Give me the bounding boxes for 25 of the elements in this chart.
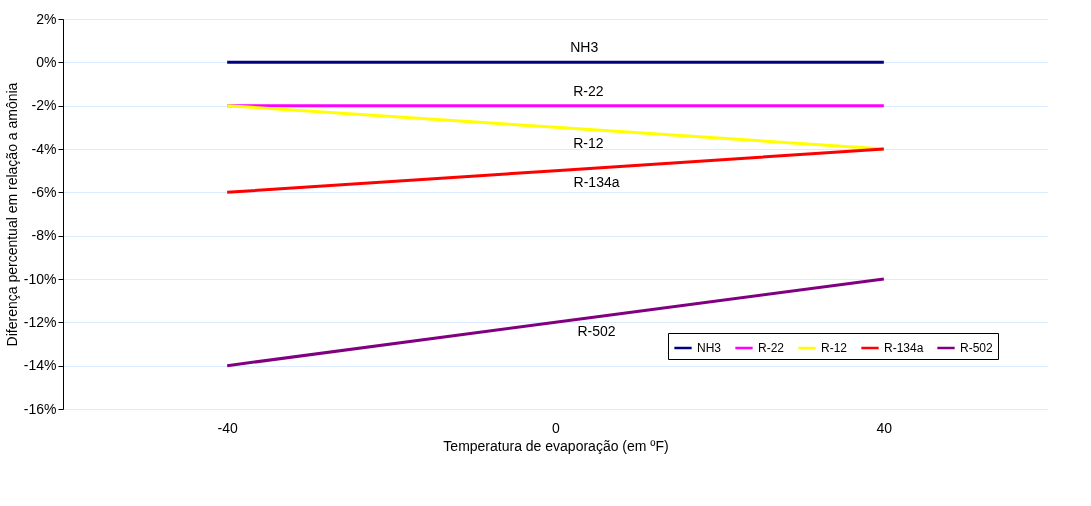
legend-label: R-12 [821,341,848,355]
y-axis-title: Diferença percentual em relação a amônia [3,82,20,347]
x-tick-label: 0 [552,419,561,436]
legend-label: R-134a [884,341,924,355]
y-tick-label: -14% [23,357,57,374]
y-tick-label: -12% [23,313,57,330]
x-tick-label: -40 [217,419,238,436]
y-tick-label: -6% [31,183,57,200]
annotation: R-502 [577,323,616,339]
annotation: R-12 [573,134,604,151]
y-tick-label: 0% [36,53,57,70]
y-tick-label: 2% [36,10,57,27]
x-tick-label: 40 [876,419,893,436]
annotation: R-134a [573,173,620,190]
legend-label: R-22 [758,341,785,355]
y-tick-label: -8% [31,227,57,244]
annotation: R-22 [573,82,604,99]
annotation: NH3 [570,39,599,56]
y-tick-label: -2% [31,97,57,114]
y-tick-label: -10% [23,270,57,287]
legend-label: R-502 [960,341,994,355]
y-tick-label: -4% [31,140,57,157]
x-axis-title: Temperatura de evaporação (em ºF) [443,437,669,454]
legend-label: NH3 [697,341,722,355]
y-tick-label: -16% [23,400,57,417]
